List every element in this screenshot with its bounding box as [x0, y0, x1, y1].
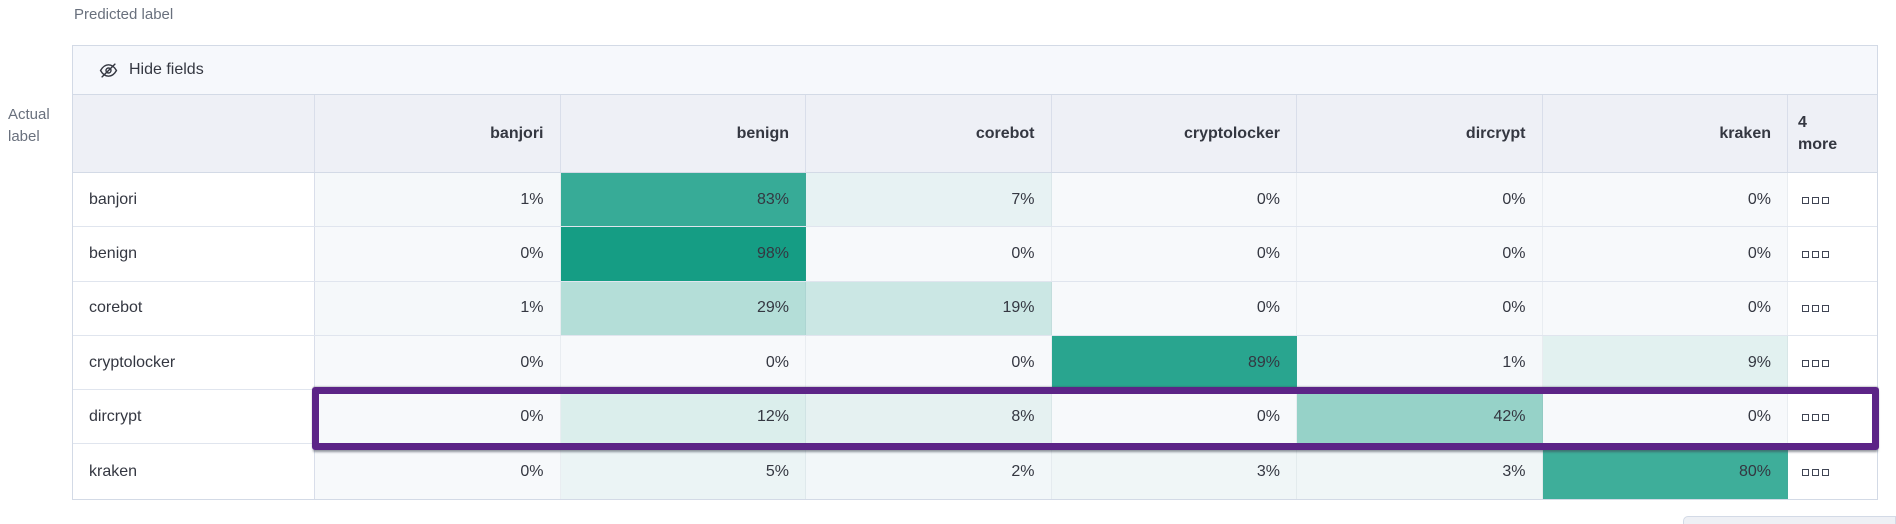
row-more-actions-kraken[interactable]	[1788, 444, 1877, 499]
matrix-cell-benign-benign: 98%	[560, 227, 806, 281]
matrix-cell-corebot-banjori: 1%	[315, 281, 561, 335]
matrix-cell-banjori-banjori: 1%	[315, 173, 561, 227]
matrix-cell-cryptolocker-corebot: 0%	[806, 335, 1052, 390]
confusion-matrix-table: Hide fields banjori benign corebot cryptolo…	[72, 45, 1878, 500]
matrix-body: banjori 1% 83% 7% 0% 0% 0% benign 0% 98% 0% 0% 0% 0% c…	[73, 173, 1877, 499]
row-label-kraken: kraken	[73, 444, 315, 499]
matrix-cell-banjori-cryptolocker: 0%	[1051, 173, 1297, 227]
row-more-actions-dircrypt[interactable]	[1788, 390, 1877, 444]
column-header-more[interactable]: 4 more	[1788, 95, 1877, 172]
matrix-cell-kraken-kraken: 80%	[1542, 444, 1788, 499]
matrix-cell-benign-dircrypt: 0%	[1297, 227, 1543, 281]
row-label-dircrypt: dircrypt	[73, 390, 315, 444]
row-label-banjori: banjori	[73, 173, 315, 227]
matrix-cell-dircrypt-banjori: 0%	[315, 390, 561, 444]
matrix-cell-kraken-banjori: 0%	[315, 444, 561, 499]
matrix-header-row: banjori benign corebot cryptolocker dircrypt…	[73, 95, 1877, 173]
boxes-horizontal-icon	[1802, 463, 1832, 481]
row-more-actions-banjori[interactable]	[1788, 173, 1877, 227]
row-more-actions-benign[interactable]	[1788, 227, 1877, 281]
row-more-actions-cryptolocker[interactable]	[1788, 335, 1877, 390]
row-more-actions-corebot[interactable]	[1788, 281, 1877, 335]
actual-axis-label-line1: Actual	[8, 106, 50, 123]
more-header-word: more	[1798, 135, 1838, 153]
boxes-horizontal-icon	[1802, 299, 1832, 317]
predicted-axis-label: Predicted label	[74, 6, 174, 23]
boxes-horizontal-icon	[1802, 408, 1832, 426]
actual-axis-label: Actual label	[8, 104, 50, 148]
matrix-cell-benign-cryptolocker: 0%	[1051, 227, 1297, 281]
matrix-cell-banjori-benign: 83%	[560, 173, 806, 227]
matrix-cell-corebot-kraken: 0%	[1542, 281, 1788, 335]
matrix-cell-cryptolocker-cryptolocker: 89%	[1051, 335, 1297, 390]
matrix-row-corebot: corebot 1% 29% 19% 0% 0% 0%	[73, 281, 1877, 336]
matrix-cell-benign-banjori: 0%	[315, 227, 561, 281]
horizontal-scrollbar-stub[interactable]	[1683, 516, 1896, 524]
matrix-row-benign: benign 0% 98% 0% 0% 0% 0%	[73, 227, 1877, 282]
matrix-cell-cryptolocker-benign: 0%	[560, 335, 806, 390]
matrix-row-kraken: kraken 0% 5% 2% 3% 3% 80%	[73, 444, 1877, 499]
matrix-row-dircrypt: dircrypt 0% 12% 8% 0% 42% 0%	[73, 390, 1877, 445]
matrix-cell-banjori-kraken: 0%	[1542, 173, 1788, 227]
matrix-cell-cryptolocker-banjori: 0%	[315, 335, 561, 390]
matrix-cell-dircrypt-cryptolocker: 0%	[1051, 390, 1297, 444]
more-header-count: 4	[1798, 113, 1807, 131]
column-header-benign[interactable]: benign	[561, 95, 806, 172]
matrix-cell-banjori-dircrypt: 0%	[1297, 173, 1543, 227]
column-header-dircrypt[interactable]: dircrypt	[1297, 95, 1543, 172]
matrix-cell-cryptolocker-kraken: 9%	[1542, 335, 1788, 390]
matrix-cell-dircrypt-corebot: 8%	[806, 390, 1052, 444]
column-header-cryptolocker[interactable]: cryptolocker	[1052, 95, 1297, 172]
matrix-cell-kraken-dircrypt: 3%	[1297, 444, 1543, 499]
matrix-cell-banjori-corebot: 7%	[806, 173, 1052, 227]
boxes-horizontal-icon	[1802, 245, 1832, 263]
matrix-row-banjori: banjori 1% 83% 7% 0% 0% 0%	[73, 173, 1877, 228]
boxes-horizontal-icon	[1802, 354, 1832, 372]
matrix-cell-kraken-benign: 5%	[560, 444, 806, 499]
row-label-benign: benign	[73, 227, 315, 281]
eye-closed-icon	[99, 61, 118, 80]
column-header-kraken[interactable]: kraken	[1543, 95, 1788, 172]
column-header-banjori[interactable]: banjori	[315, 95, 561, 172]
matrix-cell-benign-kraken: 0%	[1542, 227, 1788, 281]
matrix-cell-corebot-benign: 29%	[560, 281, 806, 335]
matrix-cell-dircrypt-kraken: 0%	[1542, 390, 1788, 444]
actual-axis-label-line2: label	[8, 128, 40, 145]
matrix-cell-dircrypt-benign: 12%	[560, 390, 806, 444]
row-label-corebot: corebot	[73, 281, 315, 335]
matrix-cell-corebot-cryptolocker: 0%	[1051, 281, 1297, 335]
column-header-corebot[interactable]: corebot	[806, 95, 1052, 172]
hide-fields-label: Hide fields	[129, 61, 204, 78]
matrix-cell-kraken-cryptolocker: 3%	[1051, 444, 1297, 499]
matrix-cell-benign-corebot: 0%	[806, 227, 1052, 281]
matrix-cell-cryptolocker-dircrypt: 1%	[1297, 335, 1543, 390]
matrix-cell-corebot-corebot: 19%	[806, 281, 1052, 335]
matrix-cell-kraken-corebot: 2%	[806, 444, 1052, 499]
hide-fields-button[interactable]: Hide fields	[73, 46, 1877, 95]
row-label-cryptolocker: cryptolocker	[73, 335, 315, 390]
matrix-row-cryptolocker: cryptolocker 0% 0% 0% 89% 1% 9%	[73, 335, 1877, 391]
matrix-header-corner	[73, 95, 315, 172]
boxes-horizontal-icon	[1802, 191, 1832, 209]
matrix-cell-corebot-dircrypt: 0%	[1297, 281, 1543, 335]
matrix-cell-dircrypt-dircrypt: 42%	[1297, 390, 1543, 444]
